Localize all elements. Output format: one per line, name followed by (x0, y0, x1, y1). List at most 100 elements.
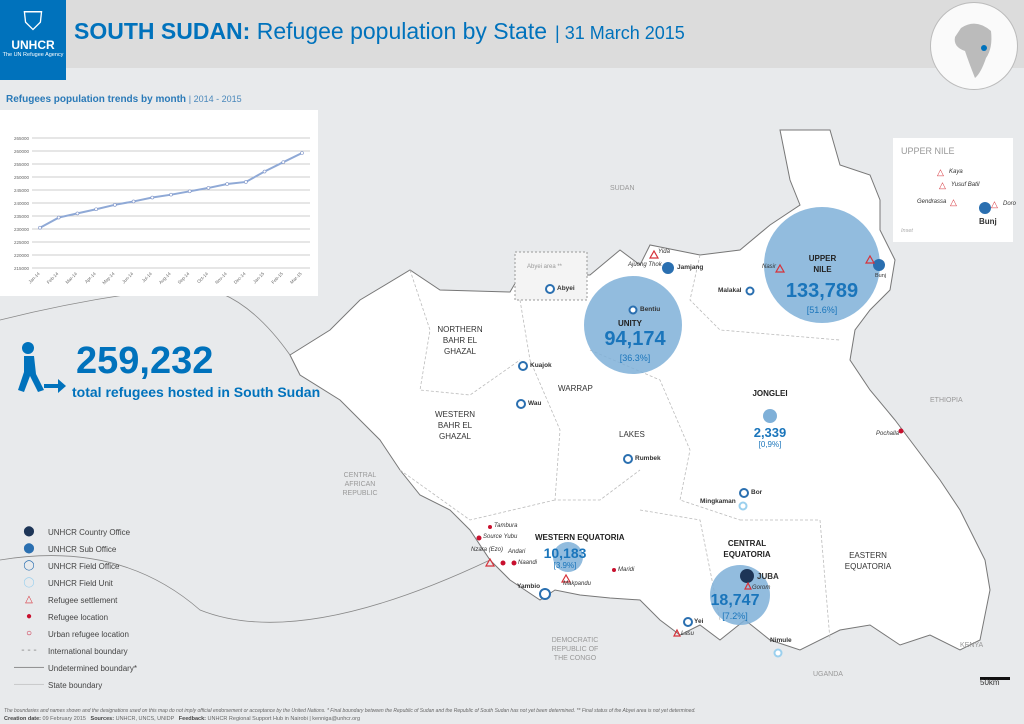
x-tick-label: Feb-15 (270, 271, 284, 285)
inset-gendrassa[interactable]: Gendrassa (917, 199, 947, 205)
data-point (206, 186, 211, 190)
settlements[interactable] (484, 249, 876, 637)
refugee-location-icon: ● (25, 611, 33, 622)
footer-credits: Creation date: 09 February 2015 Sources:… (4, 716, 360, 722)
field-offices[interactable] (516, 284, 755, 627)
sub-offices[interactable] (662, 259, 885, 274)
inset-kaya[interactable]: Kaya (949, 169, 963, 175)
site-makpandu[interactable]: Makpandu (563, 581, 592, 587)
legend-label: Refugee location (48, 613, 109, 622)
chart-title-text: Refugees population trends by month (6, 94, 187, 105)
disclaimer: The boundaries and names shown and the d… (4, 708, 696, 714)
feedback[interactable]: UNHCR Regional Support Hub in Nairobi | … (207, 716, 361, 722)
site-naandi[interactable]: Naandi (518, 560, 538, 566)
state-lakes: LAKES (619, 430, 645, 439)
site-nasir[interactable]: Nasir (762, 264, 777, 270)
legend-label: UNHCR Field Unit (48, 579, 113, 588)
town-yei[interactable]: Yei (694, 618, 704, 625)
y-tick-label: 250000 (14, 175, 30, 180)
legend-label: UNHCR Country Office (48, 528, 131, 537)
data-point (38, 225, 42, 230)
y-tick-label: 220000 (14, 253, 30, 258)
chart-title: Refugees population trends by month | 20… (6, 94, 242, 105)
town-kuajok[interactable]: Kuajok (530, 362, 552, 369)
inset-bunj[interactable]: Bunj (979, 217, 997, 226)
town-jamjang[interactable]: Jamjang (677, 264, 704, 271)
field-units[interactable] (738, 501, 783, 658)
town-bentiu[interactable]: Bentiu (640, 306, 661, 313)
country-car: CENTRAL AFRICAN REPUBLIC (342, 472, 378, 497)
site-ajuong-thok[interactable]: Ajuong Thok (628, 262, 662, 268)
locator-globe (930, 2, 1018, 90)
site-lasu[interactable]: Lasu (681, 631, 695, 637)
upper-nile-inset: UPPER NILE △ Kaya △ Yusuf Batil Gendrass… (893, 138, 1017, 242)
sources: UNHCR, UNCS, UNIDP (115, 716, 175, 722)
data-point (281, 160, 286, 164)
yambio-office (539, 588, 551, 600)
legend-label: Urban refugee location (48, 630, 129, 639)
y-tick-label: 265000 (14, 136, 30, 141)
sources-label: Sources: (90, 716, 115, 722)
site-tambura[interactable]: Tambura (494, 523, 518, 529)
juba-country-office[interactable] (740, 569, 754, 583)
total-refugees: 259,232 total refugees hosted in South S… (14, 340, 320, 401)
x-tick-label: Jul-14 (141, 271, 154, 284)
town-abyei[interactable]: Abyei (557, 285, 575, 292)
abyei-area-label: Abyei area ** (527, 264, 563, 270)
country-uganda: UGANDA (813, 671, 843, 678)
legend-label: State boundary (48, 681, 103, 690)
town-bor[interactable]: Bor (751, 489, 763, 496)
legend-label: UNHCR Field Office (48, 562, 120, 571)
data-point (94, 207, 98, 212)
site-nzara[interactable]: Nzara (Ezo) (471, 547, 504, 553)
x-tick-label: Oct-14 (196, 271, 209, 284)
unhcr-emblem-icon: ⛉ (23, 6, 43, 36)
page-title: SOUTH SUDAN: Refugee population by State… (74, 18, 685, 45)
inset-doro[interactable]: Doro (1003, 201, 1017, 207)
upper-nile-value: 133,789 (785, 280, 859, 302)
town-bunj[interactable]: Bunj (875, 273, 887, 279)
unity-pct: [36.3%] (619, 353, 651, 363)
person-walking-icon (18, 342, 66, 393)
title-country: SOUTH SUDAN: (74, 18, 251, 44)
creation-date: 09 February 2015 (42, 716, 86, 722)
inset-yusuf-batil[interactable]: Yusuf Batil (951, 182, 980, 188)
scale-bar (980, 677, 1010, 680)
central-equatoria-value: 18,747 (710, 592, 760, 609)
country-kenya: KENYA (960, 642, 984, 649)
town-wau[interactable]: Wau (528, 400, 542, 407)
town-rumbek[interactable]: Rumbek (635, 455, 661, 462)
unhcr-logo[interactable]: ⛉ UNHCR The UN Refugee Agency (0, 0, 66, 80)
legend-label: International boundary (48, 647, 128, 656)
legend-label: Undetermined boundary* (48, 664, 137, 673)
refugee-locations[interactable] (476, 428, 904, 573)
state-western-bahr-el-ghazal: WESTERN BAHR EL GHAZAL (435, 410, 475, 441)
x-tick-label: Jan-15 (252, 271, 266, 285)
town-mingkaman[interactable]: Mingkaman (700, 498, 736, 505)
town-juba[interactable]: JUBA (757, 572, 779, 581)
yei-office (683, 617, 693, 627)
site-pochalla[interactable]: Pochalla (876, 431, 900, 437)
town-nimule[interactable]: Nimule (770, 637, 792, 644)
site-andari[interactable]: Andari (508, 549, 526, 555)
town-yambio[interactable]: Yambio (517, 583, 541, 590)
western-equatoria-value: 10,183 (543, 545, 587, 561)
data-point (262, 169, 267, 174)
western-equatoria-pct: [3.9%] (553, 561, 577, 570)
map[interactable] (0, 68, 1024, 724)
settlement-icon: △ (937, 167, 944, 177)
town-malakal[interactable]: Malakal (718, 287, 742, 294)
site-source-yubu[interactable]: Source Yubu (483, 534, 518, 540)
sub-office-icon (979, 202, 991, 214)
site-gorom[interactable]: Gorom (752, 585, 771, 591)
x-tick-label: Mar-15 (289, 271, 303, 285)
chart-range: | 2014 - 2015 (188, 94, 242, 104)
logo-name: UNHCR (11, 38, 55, 52)
creation-label: Creation date: (4, 716, 41, 722)
y-tick-label: 245000 (14, 188, 30, 193)
site-maridi[interactable]: Maridi (618, 567, 635, 573)
state-central-equatoria: CENTRAL EQUATORIA (723, 539, 771, 559)
site-yida[interactable]: Yida (658, 249, 670, 255)
header: SOUTH SUDAN: Refugee population by State… (0, 0, 1024, 90)
y-tick-label: 255000 (14, 162, 30, 167)
